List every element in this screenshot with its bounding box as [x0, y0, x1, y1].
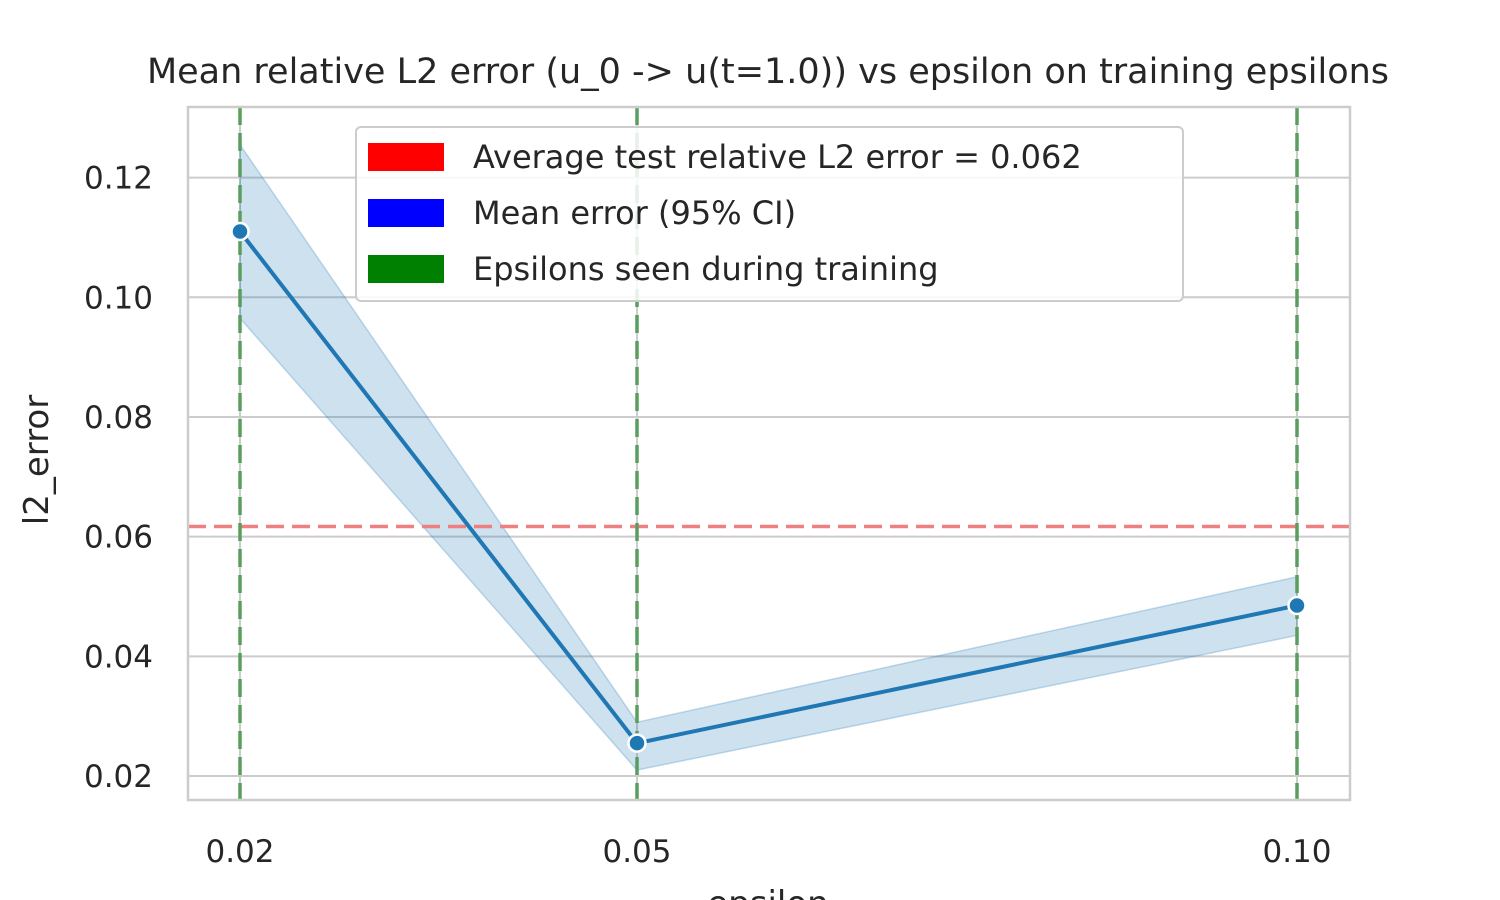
y-axis-label: l2_error [17, 395, 57, 525]
legend-swatch [368, 143, 444, 171]
legend-label: Epsilons seen during training [473, 250, 939, 288]
mean-error-point [230, 221, 250, 242]
y-tick-label: 0.08 [84, 400, 153, 436]
plot-frame [186, 105, 1352, 802]
y-tick-labels: 0.02 0.04 0.06 0.08 0.10 0.12 [84, 161, 153, 795]
chart-title: Mean relative L2 error (u_0 -> u(t=1.0))… [147, 52, 1389, 92]
legend-swatch [368, 199, 444, 227]
legend-swatch [368, 255, 444, 283]
legend-label: Mean error (95% CI) [473, 194, 796, 232]
x-axis-label: epsilon [707, 884, 828, 900]
series [230, 221, 1307, 753]
mean-error-point [1287, 595, 1307, 616]
y-tick-label: 0.04 [84, 639, 153, 675]
x-tick-label: 0.10 [1262, 834, 1331, 870]
y-tick-label: 0.10 [84, 280, 153, 316]
x-tick-labels: 0.02 0.05 0.10 [205, 834, 1331, 870]
x-tick-label: 0.02 [205, 834, 274, 870]
mean-error-point [627, 733, 647, 753]
x-tick-label: 0.05 [602, 834, 671, 870]
legend-box [355, 126, 1184, 302]
y-tick-label: 0.02 [84, 759, 153, 795]
y-tick-label: 0.06 [84, 520, 153, 556]
legend-label: Average test relative L2 error = 0.062 [473, 138, 1082, 176]
legend: Average test relative L2 error = 0.062 Me… [355, 126, 1184, 302]
y-tick-label: 0.12 [84, 161, 153, 197]
